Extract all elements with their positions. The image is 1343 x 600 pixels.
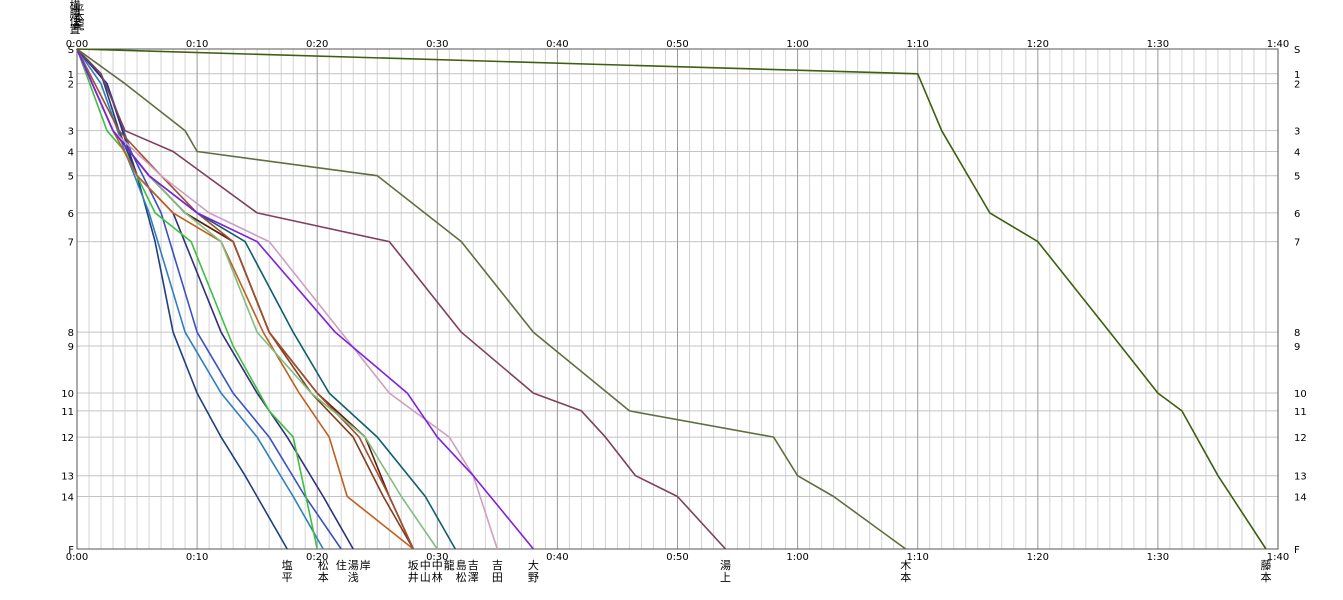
series-line <box>76 48 456 550</box>
series-line <box>76 48 727 550</box>
x-tick-label-bottom: 1:30 <box>1147 552 1169 563</box>
series-end-label: 湯上 <box>720 559 731 584</box>
y-tick-label-right: 10 <box>1294 389 1307 400</box>
y-tick-label-right: 4 <box>1294 147 1300 158</box>
series-lines <box>76 48 1267 550</box>
major-grid <box>76 49 1279 549</box>
y-tick-label-left: 12 <box>61 433 74 444</box>
x-tick-label-top: 0:30 <box>426 39 448 50</box>
x-tick-label-bottom: 0:40 <box>546 552 568 563</box>
series-end-label: 中林 <box>432 559 443 584</box>
series-end-label: 龍 <box>444 558 455 572</box>
y-tick-label-left: 11 <box>61 407 74 418</box>
x-tick-label-bottom: 0:00 <box>66 552 88 563</box>
x-tick-labels-bottom: 0:00 0:10 0:20 0:30 0:40 0:50 1:00 1:10 1:20 1:30… <box>66 552 1289 563</box>
series-end-label: 木本 <box>900 559 911 584</box>
y-tick-label-left: 14 <box>61 493 74 504</box>
series-line <box>76 48 414 550</box>
series-line <box>76 48 324 550</box>
x-tick-label-bottom: 1:10 <box>906 552 928 563</box>
x-tick-labels-top: 0:00 0:10 0:20 0:30 0:40 0:50 1:00 1:10 1:20 1:30… <box>66 39 1289 50</box>
y-tick-label-left: 2 <box>68 80 74 91</box>
y-tick-label-left: 7 <box>68 238 74 249</box>
y-tick-label-left: S <box>68 45 74 56</box>
x-tick-label-top: 1:20 <box>1027 39 1049 50</box>
y-tick-label-left: 1 <box>68 70 74 81</box>
x-tick-label-top: 0:40 <box>546 39 568 50</box>
x-tick-label-top: 0:00 <box>66 39 88 50</box>
y-tick-label-right: 9 <box>1294 342 1300 353</box>
y-tick-label-left: 6 <box>68 209 74 220</box>
y-tick-label-left: 3 <box>68 127 74 138</box>
x-tick-label-bottom: 0:10 <box>186 552 208 563</box>
y-tick-label-right: 1 <box>1294 70 1300 81</box>
top-name-stack: 横平藤本住龍置 <box>70 0 85 36</box>
y-tick-label-right: 11 <box>1294 407 1307 418</box>
top-name-stack-label: 横平藤本住龍置 <box>70 0 85 36</box>
series-end-label: 中山 <box>420 559 431 584</box>
series-end-label: 塩平 <box>282 558 293 584</box>
x-tick-label-bottom: 1:20 <box>1027 552 1049 563</box>
x-tick-label-bottom: 1:40 <box>1267 552 1289 563</box>
series-line <box>76 48 535 550</box>
series-line <box>76 48 288 550</box>
y-tick-label-right: 12 <box>1294 433 1307 444</box>
x-tick-label-top: 1:30 <box>1147 39 1169 50</box>
y-tick-label-left: 13 <box>61 472 74 483</box>
y-tick-label-left: 8 <box>68 328 74 339</box>
x-tick-label-top: 0:50 <box>666 39 688 50</box>
y-tick-label-right: 5 <box>1294 172 1300 183</box>
series-end-label: 吉田 <box>492 559 503 584</box>
y-tick-label-left: 10 <box>61 389 74 400</box>
series-end-label: 吉澤 <box>468 559 479 584</box>
x-tick-label-bottom: 0:30 <box>426 552 448 563</box>
x-tick-label-bottom: 0:50 <box>666 552 688 563</box>
series-end-label: 大野 <box>528 558 539 584</box>
y-tick-label-left: 5 <box>68 172 74 183</box>
y-tick-label-right: 6 <box>1294 209 1300 220</box>
x-tick-label-top: 1:00 <box>786 39 808 50</box>
series-line <box>76 48 318 550</box>
x-tick-label-bottom: 0:20 <box>306 552 328 563</box>
y-tick-label-right: S <box>1294 45 1300 56</box>
y-tick-label-left: 9 <box>68 342 74 353</box>
plot-border <box>76 48 1279 550</box>
series-end-label: 藤本 <box>1260 559 1271 584</box>
x-tick-label-bottom: 1:00 <box>786 552 808 563</box>
series-end-label: 湯浅 <box>348 559 359 584</box>
x-tick-label-top: 0:10 <box>186 39 208 50</box>
y-tick-label-right: 3 <box>1294 127 1300 138</box>
series-end-label: 住 <box>336 558 347 572</box>
series-end-label: 坂井 <box>408 559 419 584</box>
y-tick-label-right: 8 <box>1294 328 1300 339</box>
y-tick-label-right: 13 <box>1294 472 1307 483</box>
y-tick-label-right: F <box>1294 545 1300 556</box>
y-tick-label-right: 7 <box>1294 238 1300 249</box>
y-tick-label-left: F <box>68 545 74 556</box>
x-tick-label-top: 1:10 <box>906 39 928 50</box>
series-end-label: 岸 <box>360 559 371 572</box>
y-tick-label-right: 2 <box>1294 80 1300 91</box>
y-tick-label-right: 14 <box>1294 493 1307 504</box>
series-line <box>76 48 907 550</box>
x-tick-label-top: 0:20 <box>306 39 328 50</box>
series-end-label: 松本 <box>318 558 329 584</box>
x-tick-label-top: 1:40 <box>1267 39 1289 50</box>
series-line <box>76 48 499 550</box>
series-line <box>76 48 1267 550</box>
series-line <box>76 48 415 550</box>
series-end-label: 島松 <box>456 558 467 584</box>
series-line <box>76 48 354 550</box>
y-tick-label-left: 4 <box>68 147 74 158</box>
